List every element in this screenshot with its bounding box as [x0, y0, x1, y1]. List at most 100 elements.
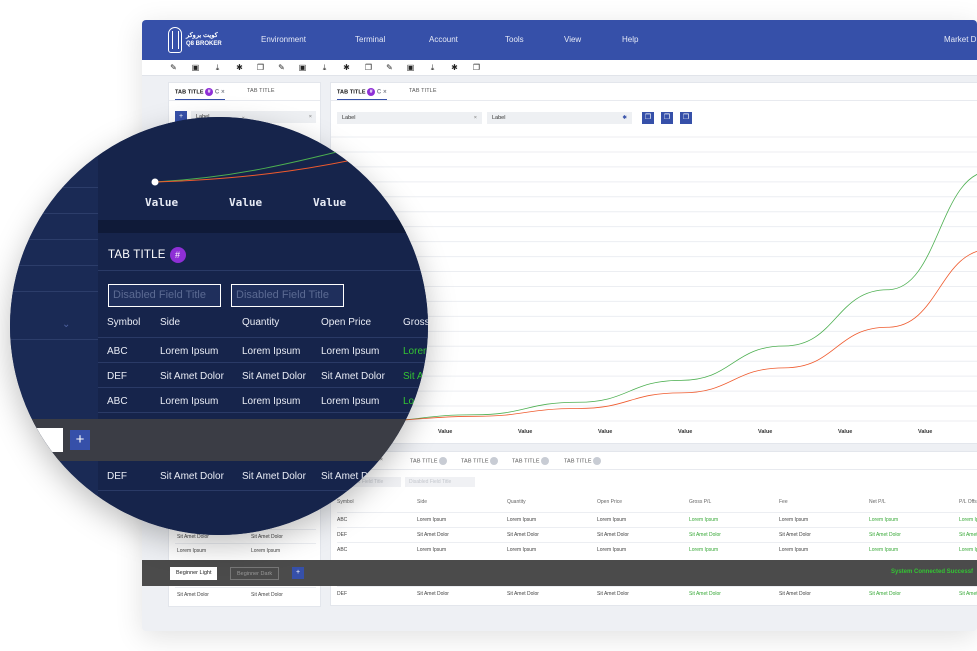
tab-history[interactable]: TAB TITLE	[512, 457, 550, 465]
add-theme-button[interactable]: +	[292, 567, 304, 579]
column-header[interactable]: Net P/L	[869, 499, 886, 505]
save-icon[interactable]: ▣	[406, 63, 415, 72]
lens-cell: Lo	[403, 396, 415, 407]
gear-icon[interactable]: ✱	[451, 63, 458, 72]
table-cell: Lorem Ipsum	[689, 517, 719, 523]
column-header[interactable]: P/L Offset	[959, 499, 977, 505]
lens-cell: Lorem Ipsum	[160, 346, 219, 357]
download-icon[interactable]: ⤓	[430, 63, 435, 72]
tab-controls[interactable]: C ×	[214, 89, 225, 96]
lens-x-label: Value	[145, 196, 179, 209]
lens-cell: Lorem Ipsum	[242, 396, 301, 407]
column-header[interactable]: Quantity	[507, 499, 526, 505]
table-cell: Sit Amet Dolor	[597, 591, 629, 597]
save-icon[interactable]: ▣	[298, 63, 307, 72]
lens-x-label: Value	[313, 196, 347, 209]
table-cell: Sit Amet Dolor	[779, 532, 811, 538]
copy-icon[interactable]: ❐	[256, 63, 265, 72]
chart-point	[151, 178, 159, 186]
table-cell: Sit Amet Dolor	[779, 591, 811, 597]
lens-add-button[interactable]: +	[70, 430, 90, 450]
series-green-line	[154, 128, 428, 183]
copy-button[interactable]: ❐	[642, 112, 654, 124]
lens-sidebar: ⌄	[10, 117, 98, 535]
table-cell: Sit Amet Dolor	[689, 591, 721, 597]
x-axis-label: Value	[598, 429, 613, 435]
column-header[interactable]: Fee	[779, 499, 788, 505]
table-cell: Lorem Ipsum	[689, 547, 719, 553]
series-red-line	[370, 251, 977, 422]
theme-dark-button[interactable]: Beginner Dark	[230, 567, 280, 580]
save-icon[interactable]: ▣	[191, 63, 200, 72]
menu-view[interactable]: View	[564, 35, 582, 44]
col-symbol: Symbol	[107, 317, 141, 328]
table-cell: Lorem Ipsum	[417, 517, 447, 523]
status-bar: Beginner Light Beginner Dark + System Co…	[142, 560, 977, 586]
table-cell: Sit Amet	[959, 591, 977, 597]
edit-icon[interactable]: ✎	[386, 63, 393, 72]
market-menu[interactable]: Market D	[944, 35, 977, 44]
copy-button[interactable]: ❐	[680, 112, 692, 124]
menu-account[interactable]: Account	[429, 35, 458, 44]
logo-icon	[168, 27, 182, 53]
theme-light-button[interactable]: Beginner Light	[170, 567, 218, 580]
x-axis-label: Value	[518, 429, 533, 435]
lens-cell: Sit Amet Dolor	[242, 371, 306, 382]
menu-tools[interactable]: Tools	[505, 35, 524, 44]
gear-icon[interactable]: ✱	[343, 63, 350, 72]
tab-controls[interactable]: C ×	[376, 89, 387, 96]
copy-icon[interactable]: ❐	[472, 63, 481, 72]
tab-badge	[490, 457, 499, 465]
table-cell: Sit Amet Dolor	[507, 591, 539, 597]
download-icon[interactable]: ⤓	[215, 63, 220, 72]
lens-tab-title[interactable]: TAB TITLE #	[108, 247, 186, 263]
watch-cell: Sit Amet Dolor	[177, 592, 209, 598]
table-cell: Sit Amet Dolor	[417, 591, 449, 597]
table-cell: Lorem Ipsum	[417, 547, 447, 553]
download-icon[interactable]: ⤓	[322, 63, 327, 72]
copy-icon[interactable]: ❐	[364, 63, 373, 72]
tab-badge: #	[367, 88, 376, 96]
lens-cell: Lorem Ipsum	[321, 346, 380, 357]
lens-cell: DEF	[107, 471, 127, 482]
tab-active[interactable]: TAB TITLE # C ×	[337, 88, 387, 100]
table-cell: Lorem Ipsum	[869, 517, 899, 523]
toolbar: ✎ ▣ ⤓ ✱ ❐ ✎ ▣ ⤓ ✱ ❐ ✎ ▣ ⤓ ✱ ❐	[142, 60, 977, 76]
table-cell: Sit Amet Dolor	[869, 532, 901, 538]
table-cell: DEF	[337, 591, 347, 597]
gear-icon[interactable]: ✱	[622, 115, 627, 121]
copy-button[interactable]: ❐	[661, 112, 673, 124]
line-chart	[331, 136, 977, 422]
menu-terminal[interactable]: Terminal	[355, 35, 386, 44]
menu-bar: كويت بروكر Q8 BROKER Environment Termina…	[142, 20, 977, 60]
edit-icon[interactable]: ✎	[278, 63, 285, 72]
x-axis-label: Value	[438, 429, 453, 435]
tab-orders[interactable]: TAB TITLE	[461, 457, 499, 465]
menu-environment[interactable]: Environment	[261, 35, 306, 44]
tab-secondary[interactable]: TAB TITLE	[247, 88, 275, 94]
lens-cell: Lorem	[403, 346, 428, 357]
edit-icon[interactable]: ✎	[170, 63, 177, 72]
menu-help[interactable]: Help	[622, 35, 639, 44]
tab-secondary[interactable]: TAB TITLE	[409, 88, 437, 94]
tab-active[interactable]: TAB TITLE # C ×	[175, 88, 225, 100]
watch-cell: Sit Amet Dolor	[251, 534, 283, 540]
connection-status: System Connected Successf	[891, 569, 974, 575]
lens-input[interactable]	[10, 428, 63, 452]
table-cell: Lorem Ip	[959, 517, 977, 523]
close-icon[interactable]: ×	[473, 115, 477, 121]
watch-cell: Lorem Ipsum	[177, 548, 207, 554]
watch-cell: Lorem Ipsum	[251, 548, 281, 554]
lens-cell: DEF	[107, 371, 127, 382]
column-header[interactable]: Gross P/L	[689, 499, 712, 505]
gear-icon[interactable]: ✱	[236, 63, 243, 72]
table-cell: Lorem Ipsum	[869, 547, 899, 553]
column-header[interactable]: Open Price	[597, 499, 623, 505]
tab-alerts[interactable]: TAB TITLE	[564, 457, 602, 465]
watch-cell: Sit Amet Dolor	[251, 592, 283, 598]
x-axis-label: Value	[678, 429, 693, 435]
label-field[interactable]: Label ✱	[487, 112, 632, 124]
lens-cell: ABC	[107, 396, 128, 407]
table-cell: Lorem Ip	[959, 547, 977, 553]
